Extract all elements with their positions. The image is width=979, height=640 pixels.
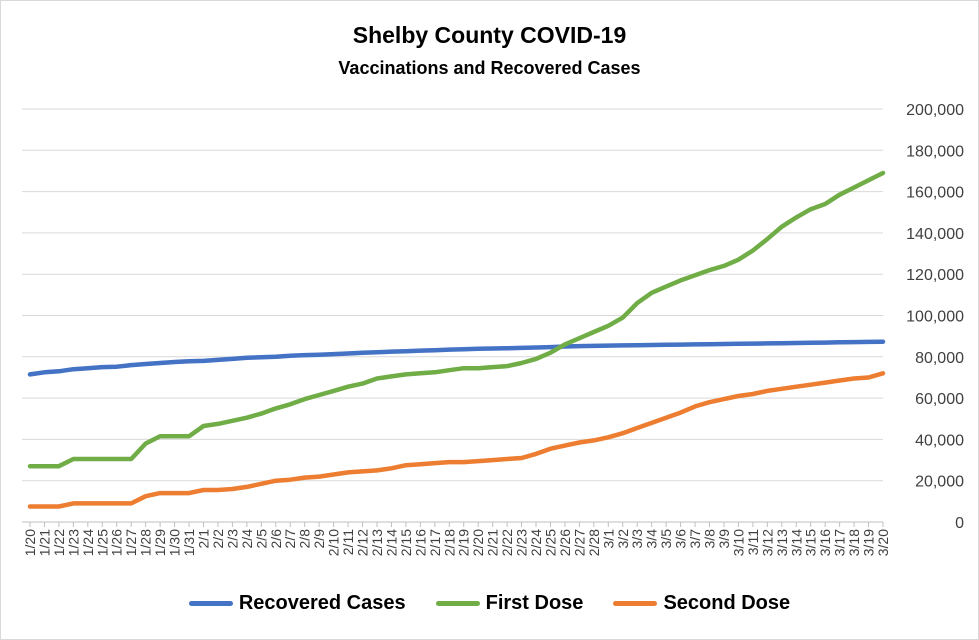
x-tick-label: 2/3 xyxy=(224,529,240,549)
x-tick-label: 3/19 xyxy=(861,529,877,556)
y-tick-label: 120,000 xyxy=(906,267,964,284)
x-tick-label: 3/15 xyxy=(803,529,819,556)
x-tick-label: 3/13 xyxy=(774,529,790,556)
x-tick-label: 2/18 xyxy=(441,529,457,556)
x-tick-label: 3/11 xyxy=(745,529,761,555)
series-line-recovered-cases xyxy=(27,339,886,377)
legend-label-recovered: Recovered Cases xyxy=(238,592,406,614)
x-tick-label: 3/9 xyxy=(716,529,732,549)
x-tick-label: 2/16 xyxy=(412,529,428,556)
x-tick-label: 1/23 xyxy=(65,529,81,556)
x-tick-label: 1/28 xyxy=(138,529,154,556)
x-tick-label: 2/9 xyxy=(311,529,327,549)
x-tick-label: 2/12 xyxy=(355,529,371,556)
x-tick-label: 2/27 xyxy=(571,529,587,556)
legend-item-recovered: Recovered Cases xyxy=(188,592,406,615)
x-tick-label: 2/21 xyxy=(485,529,501,556)
x-tick-label: 2/15 xyxy=(398,529,414,556)
x-tick-label: 3/3 xyxy=(629,529,645,549)
y-tick-label: 80,000 xyxy=(915,350,964,367)
x-tick-label: 1/27 xyxy=(123,529,139,556)
x-tick-label: 2/23 xyxy=(514,529,530,556)
legend-label-first-dose: First Dose xyxy=(485,592,584,614)
series-line-first-dose xyxy=(27,170,886,469)
legend-swatch-first-dose xyxy=(435,601,480,606)
x-tick-label: 3/8 xyxy=(702,529,718,549)
x-tick-label: 3/6 xyxy=(673,529,689,549)
x-tick-label: 1/26 xyxy=(109,529,125,556)
y-tick-label: 60,000 xyxy=(915,391,964,408)
y-tick-label: 140,000 xyxy=(906,226,964,243)
x-tick-label: 2/7 xyxy=(282,529,298,549)
legend-swatch-second-dose xyxy=(613,601,658,606)
x-tick-label: 2/22 xyxy=(499,529,515,556)
x-tick-label: 2/24 xyxy=(528,529,544,556)
x-tick-label: 1/22 xyxy=(51,529,67,556)
x-tick-label: 3/14 xyxy=(788,529,804,556)
x-tick-label: 2/26 xyxy=(557,529,573,556)
legend-label-second-dose: Second Dose xyxy=(663,592,791,614)
x-tick-label: 2/1 xyxy=(195,529,211,549)
x-tick-label: 2/20 xyxy=(470,529,486,556)
y-tick-label: 0 xyxy=(955,515,964,532)
chart-subtitle: Vaccinations and Recovered Cases xyxy=(338,58,641,78)
x-tick-label: 3/7 xyxy=(687,529,703,549)
x-tick-label: 1/31 xyxy=(181,529,197,556)
x-tick-label: 2/10 xyxy=(326,529,342,556)
chart-title: Shelby County COVID-19 xyxy=(352,22,627,48)
x-tick-label: 2/25 xyxy=(542,529,558,556)
x-tick-label: 1/20 xyxy=(22,529,38,556)
legend-item-first-dose: First Dose xyxy=(435,592,584,615)
series-line-second-dose xyxy=(27,371,886,509)
x-tick-label: 1/30 xyxy=(167,529,183,556)
x-tick-label: 3/12 xyxy=(759,529,775,556)
x-tick-label: 2/17 xyxy=(427,529,443,556)
x-tick-label: 3/16 xyxy=(817,529,833,556)
y-tick-label: 40,000 xyxy=(915,432,964,449)
x-tick-label: 2/13 xyxy=(369,529,385,556)
x-tick-label: 3/18 xyxy=(846,529,862,556)
x-tick-label: 1/29 xyxy=(152,529,168,556)
x-tick-label: 1/21 xyxy=(36,529,52,556)
x-tick-label: 2/28 xyxy=(586,529,602,556)
x-tick-label: 2/19 xyxy=(456,529,472,556)
x-tick-label: 1/24 xyxy=(80,529,96,556)
y-tick-label: 100,000 xyxy=(906,309,964,326)
legend-swatch-recovered xyxy=(188,601,233,606)
x-tick-label: 3/1 xyxy=(600,529,616,549)
x-tick-label: 2/5 xyxy=(253,529,269,549)
x-tick-label: 3/10 xyxy=(730,529,746,556)
x-tick-label: 1/25 xyxy=(94,529,110,556)
x-tick-label: 3/17 xyxy=(832,529,848,556)
legend-item-second-dose: Second Dose xyxy=(613,592,790,615)
x-tick-label: 2/2 xyxy=(210,529,226,549)
y-tick-label: 200,000 xyxy=(906,102,964,119)
x-tick-label: 2/6 xyxy=(268,529,284,549)
x-tick-label: 2/14 xyxy=(383,529,399,556)
x-tick-label: 2/8 xyxy=(297,529,313,549)
x-tick-label: 2/4 xyxy=(239,529,255,549)
x-tick-label: 3/4 xyxy=(644,529,660,549)
y-tick-label: 180,000 xyxy=(906,143,964,160)
y-tick-label: 20,000 xyxy=(915,474,964,491)
x-tick-label: 3/20 xyxy=(875,529,891,556)
x-tick-label: 2/11 xyxy=(340,529,356,555)
y-tick-label: 160,000 xyxy=(906,185,964,202)
legend: Recovered Cases First Dose Second Dose xyxy=(0,592,979,615)
x-tick-label: 3/2 xyxy=(615,529,631,549)
x-tick-label: 3/5 xyxy=(658,529,674,549)
